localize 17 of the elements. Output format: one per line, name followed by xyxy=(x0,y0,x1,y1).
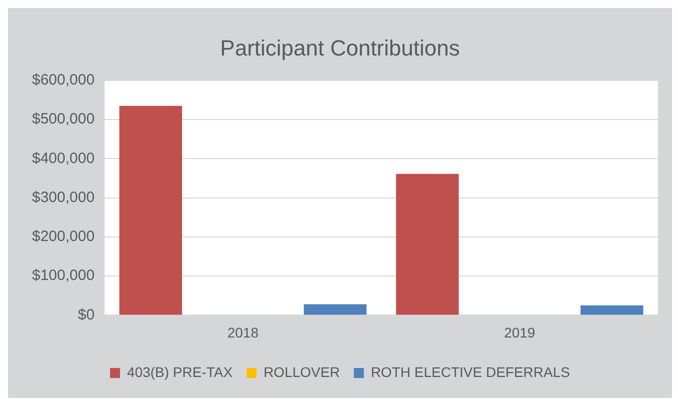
y-tick-label: $600,000 xyxy=(32,72,95,89)
y-tick-label: $500,000 xyxy=(32,110,95,128)
legend-label: ROLLOVER xyxy=(264,364,340,380)
legend-label: 403(B) PRE-TAX xyxy=(127,364,234,380)
y-tick-label: $0 xyxy=(78,306,95,324)
x-tick-label: 2018 xyxy=(227,324,259,340)
bar xyxy=(304,304,367,315)
y-tick-label: $400,000 xyxy=(32,150,95,167)
bar xyxy=(580,305,644,315)
y-tick-label: $100,000 xyxy=(32,267,95,284)
y-tick-label: $300,000 xyxy=(32,188,95,206)
y-tick-label: $200,000 xyxy=(32,228,95,246)
chart-title: Participant Contributions xyxy=(220,35,460,60)
bar xyxy=(396,174,459,315)
x-tick-label: 2019 xyxy=(504,324,536,340)
legend-label: ROTH ELECTIVE DEFERRALS xyxy=(370,364,570,380)
bar xyxy=(119,106,182,315)
